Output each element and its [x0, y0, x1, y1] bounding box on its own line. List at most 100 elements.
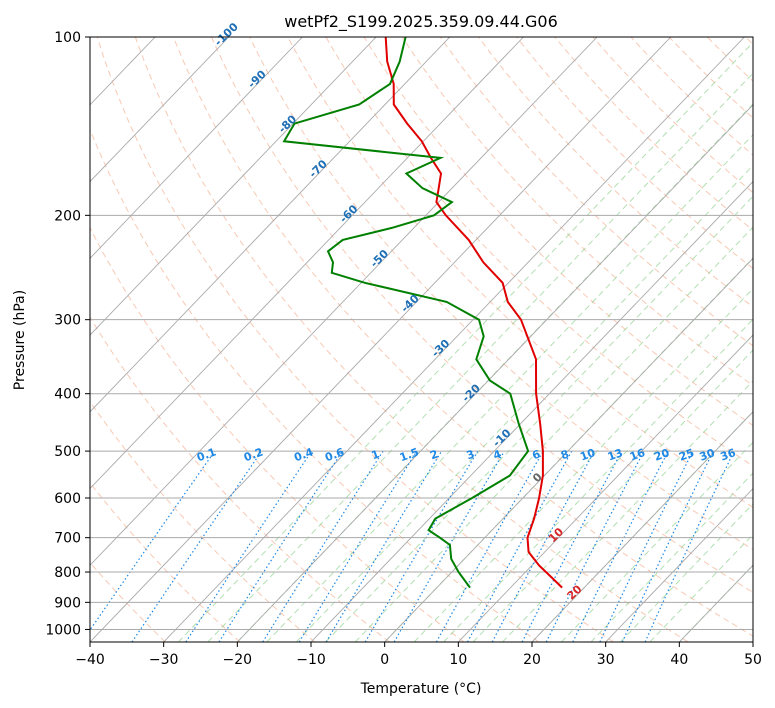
mixing-ratio-label: 36 — [719, 446, 738, 464]
temperature-line — [384, 37, 563, 589]
mixing-ratio-line — [545, 450, 645, 642]
dry-adiabat — [439, 37, 753, 347]
mixing-ratio-line — [325, 450, 443, 642]
y-tick-label: 600 — [54, 491, 81, 507]
dry-adiabat — [90, 316, 390, 642]
moist-adiabat — [472, 349, 753, 642]
dry-adiabat — [554, 37, 753, 231]
dry-adiabat — [90, 226, 465, 642]
dry-adiabat — [211, 37, 753, 593]
mixing-ratio-label: 0.2 — [242, 445, 265, 464]
mixing-ratio-label: 0.1 — [195, 445, 218, 464]
moist-adiabat — [354, 226, 753, 642]
mixing-ratio-line — [218, 450, 343, 642]
x-tick-label: −20 — [223, 652, 253, 668]
mixing-ratio-label: 0.6 — [323, 445, 346, 464]
mixing-ratio-label: 8 — [559, 447, 571, 462]
isotherm — [90, 37, 303, 259]
isotherm — [90, 37, 672, 642]
mixing-ratio-label: 1 — [370, 447, 382, 462]
isotherm — [310, 180, 753, 642]
mixing-ratio-line — [435, 450, 544, 642]
isotherm — [384, 257, 753, 642]
background-lines — [90, 37, 753, 642]
moist-adiabat — [443, 318, 753, 642]
x-tick-label: 10 — [449, 652, 467, 668]
dry-adiabat — [90, 400, 316, 642]
x-tick-label: −10 — [296, 652, 326, 668]
dry-adiabat — [592, 37, 753, 194]
mixing-ratio-label: 25 — [677, 446, 696, 463]
mixing-ratio-line — [131, 450, 263, 642]
y-tick-label: 900 — [54, 595, 81, 611]
moist-adiabat — [325, 195, 753, 642]
isotherm — [90, 37, 377, 336]
x-axis-label: Temperature (°C) — [360, 681, 482, 697]
mixing-ratio-label: 2 — [428, 447, 440, 462]
isotherm — [90, 37, 230, 183]
mixing-ratio-label: 0.4 — [292, 445, 315, 464]
mixing-ratio-line — [491, 450, 596, 642]
isotherm — [605, 487, 753, 642]
profile-series — [282, 37, 563, 589]
mixing-ratio-label: 16 — [628, 446, 647, 464]
y-tick-label: 700 — [54, 531, 81, 547]
isotherm — [163, 37, 745, 642]
mixing-ratio-label: 10 — [578, 446, 597, 464]
mixing-ratio-line — [298, 450, 418, 642]
x-tick-label: 0 — [380, 652, 389, 668]
plot-frame — [89, 36, 754, 643]
dry-adiabat — [134, 37, 689, 642]
x-tick-label: 40 — [670, 652, 688, 668]
mixing-ratio-line — [185, 450, 313, 642]
x-tick-label: 30 — [597, 652, 615, 668]
isotherm — [90, 37, 451, 413]
mixing-ratio-label: 20 — [652, 446, 671, 464]
mixing-ratio-label: 6 — [530, 447, 542, 462]
dry-adiabat — [90, 482, 241, 642]
y-tick-label: 500 — [54, 444, 81, 460]
isotherm — [90, 37, 598, 566]
mixing-ratio-label: 1.5 — [398, 445, 421, 464]
moist-adiabat — [561, 441, 753, 642]
y-tick-label: 200 — [54, 208, 81, 224]
mixing-ratio-labels: 0.1 0.2 0.4 0.6 1 1.5 2 3 4 6 8 10 13 16 20 25 30 36 — [195, 445, 738, 464]
y-tick-label: 300 — [54, 313, 81, 329]
x-tick-label: 50 — [744, 652, 762, 668]
mixing-ratio-line — [90, 450, 216, 632]
y-tick-label: 1000 — [45, 622, 81, 638]
moist-adiabat — [502, 380, 753, 642]
dry-adiabat — [96, 37, 614, 642]
chart-title: wetPf2_S199.2025.359.09.44.G06 — [284, 12, 558, 32]
dry-adiabat — [401, 37, 753, 386]
moist-adiabat — [178, 41, 753, 642]
mixing-ratio-label: 4 — [491, 447, 503, 462]
dry-adiabat — [249, 37, 753, 551]
mixing-ratio-label: 30 — [698, 446, 717, 464]
isotherm — [531, 411, 753, 642]
x-tick-label: −30 — [149, 652, 179, 668]
x-axis: −40 −30 −20 −10 0 10 20 30 40 50 — [75, 642, 762, 668]
moist-adiabat — [413, 287, 753, 642]
mixing-ratio-line — [466, 450, 573, 642]
x-tick-label: −40 — [75, 652, 105, 668]
y-axis: 100 200 300 400 500 600 700 800 900 1000 — [45, 30, 90, 638]
dewpoint-line — [282, 37, 530, 589]
dry-adiabat — [325, 37, 753, 467]
dry-adiabat — [90, 128, 540, 642]
pressure-gridlines — [90, 37, 753, 630]
dry-adiabat — [172, 37, 753, 637]
y-tick-label: 800 — [54, 565, 81, 581]
mixing-ratio-label: 13 — [606, 446, 625, 463]
moist-adiabat — [590, 472, 753, 642]
isotherm — [458, 334, 753, 642]
mixing-ratio-line — [572, 450, 669, 642]
moist-adiabat — [266, 134, 753, 642]
moist-adiabat — [207, 72, 753, 642]
mixing-ratio-label: 3 — [465, 447, 477, 462]
y-axis-label: Pressure (hPa) — [12, 290, 28, 390]
moist-adiabat — [295, 164, 753, 642]
isotherm — [90, 37, 524, 490]
dry-adiabat — [516, 37, 753, 270]
